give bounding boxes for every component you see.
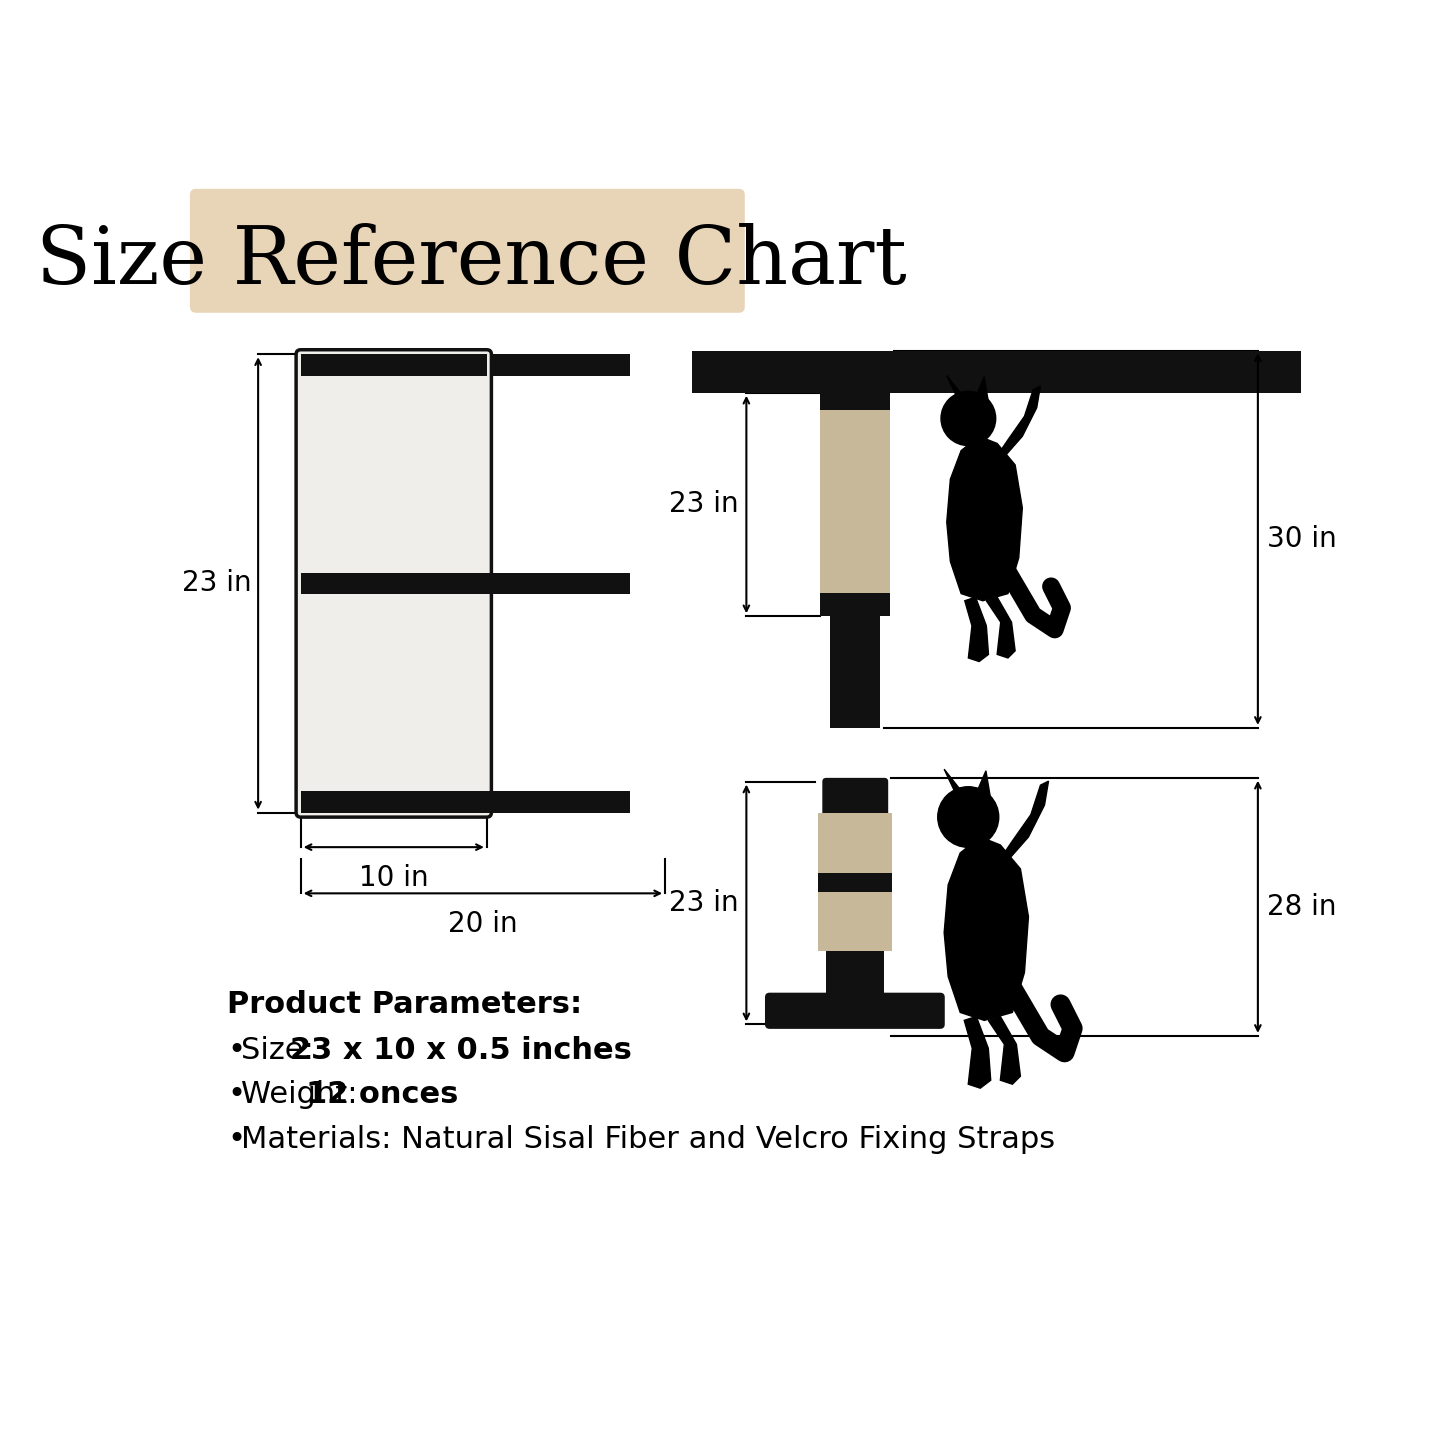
Text: 23 in: 23 in: [182, 569, 251, 597]
Bar: [818, 812, 892, 951]
Bar: [827, 951, 884, 997]
Bar: [301, 572, 630, 594]
Polygon shape: [944, 769, 964, 795]
Bar: [818, 873, 892, 892]
Text: Weight:: Weight:: [241, 1081, 367, 1110]
Text: 28 in: 28 in: [1267, 893, 1337, 920]
Bar: [819, 592, 890, 616]
FancyBboxPatch shape: [296, 350, 491, 816]
Polygon shape: [988, 1016, 1020, 1084]
Bar: [819, 393, 890, 410]
Text: 10 in: 10 in: [358, 864, 429, 892]
Bar: [692, 351, 1300, 393]
Polygon shape: [991, 782, 1049, 873]
FancyBboxPatch shape: [764, 993, 945, 1029]
Text: •: •: [227, 1036, 246, 1065]
Text: 30 in: 30 in: [1267, 525, 1337, 553]
Bar: [301, 790, 487, 812]
Text: •: •: [227, 1126, 246, 1155]
Bar: [296, 354, 630, 376]
Bar: [829, 616, 880, 728]
Polygon shape: [964, 1016, 991, 1088]
Text: 12 onces: 12 onces: [306, 1081, 458, 1110]
Bar: [301, 354, 487, 376]
Circle shape: [938, 786, 998, 847]
Polygon shape: [946, 436, 1022, 601]
Bar: [819, 393, 890, 616]
Bar: [829, 393, 880, 728]
Circle shape: [941, 392, 996, 445]
Text: Size:: Size:: [241, 1036, 324, 1065]
Text: 20 in: 20 in: [448, 910, 517, 938]
Text: •: •: [227, 1081, 246, 1110]
Polygon shape: [988, 386, 1040, 468]
Text: 23 in: 23 in: [669, 889, 738, 918]
Text: Size Reference Chart: Size Reference Chart: [36, 223, 906, 301]
Bar: [301, 572, 487, 594]
Polygon shape: [946, 376, 965, 399]
Polygon shape: [974, 377, 988, 403]
Text: Materials: Natural Sisal Fiber and Velcro Fixing Straps: Materials: Natural Sisal Fiber and Velcr…: [241, 1126, 1055, 1155]
Bar: [301, 790, 630, 812]
Polygon shape: [975, 770, 991, 799]
Polygon shape: [987, 597, 1016, 657]
Polygon shape: [965, 597, 988, 662]
Text: Product Parameters:: Product Parameters:: [227, 990, 582, 1019]
Polygon shape: [944, 837, 1029, 1020]
FancyBboxPatch shape: [822, 777, 889, 824]
Text: 23 x 10 x 0.5 inches: 23 x 10 x 0.5 inches: [290, 1036, 631, 1065]
Text: 23 in: 23 in: [669, 490, 738, 519]
FancyBboxPatch shape: [189, 189, 744, 312]
